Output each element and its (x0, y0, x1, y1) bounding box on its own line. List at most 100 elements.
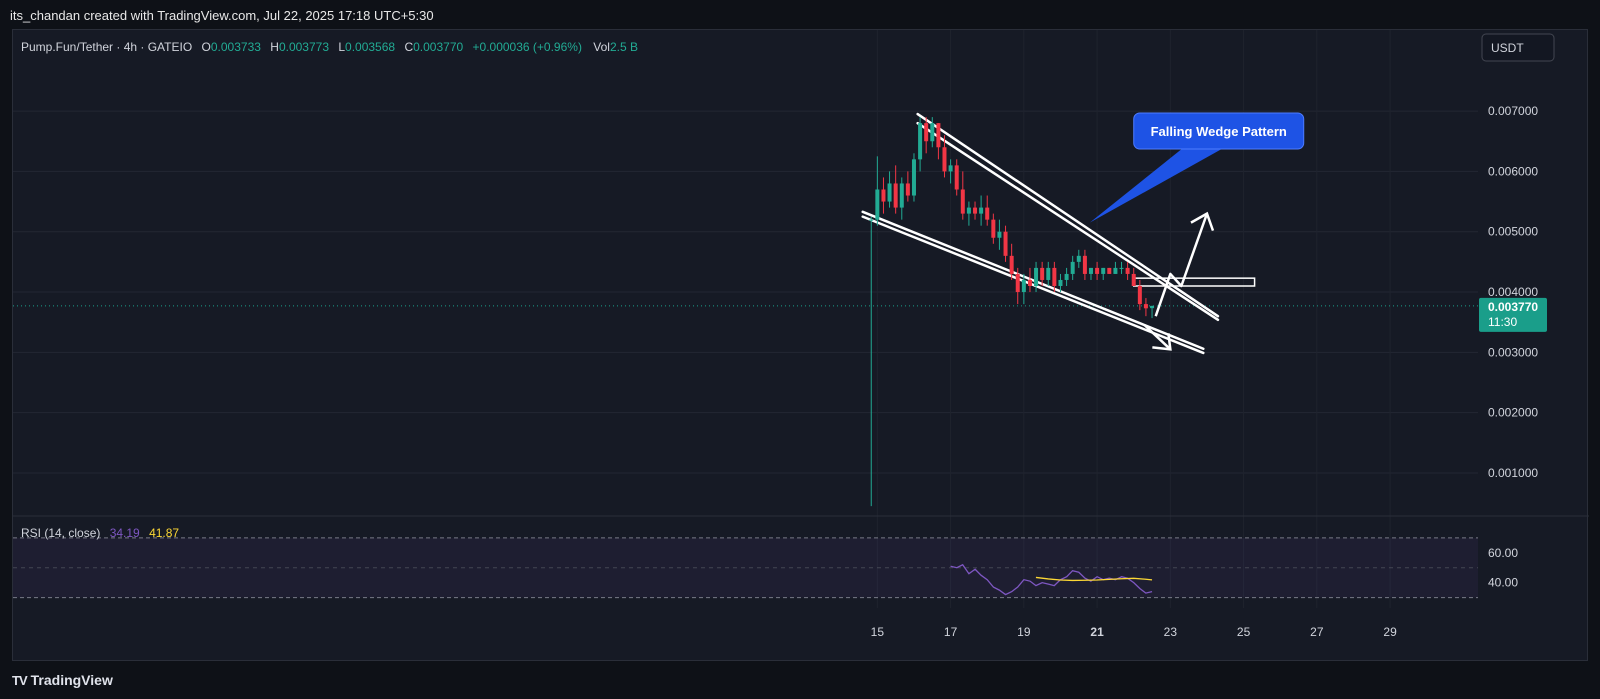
rsi-label: RSI (14, close) (21, 526, 100, 540)
price-tick-label: 0.003000 (1488, 345, 1538, 359)
wedge-trendline (861, 210, 1205, 350)
rsi-pane (13, 537, 1478, 599)
time-tick-label: 15 (871, 625, 885, 639)
legend-volume-label: Vol (593, 40, 610, 54)
candle-body (979, 207, 984, 214)
price-tick-label: 0.007000 (1488, 104, 1538, 118)
legend-low-label: L (338, 40, 345, 54)
candle-body (1143, 304, 1148, 309)
candle-body (985, 207, 990, 220)
last-price-label: 0.003770 11:30 (1479, 297, 1547, 332)
footer-brand[interactable]: TV TradingView (12, 672, 113, 688)
currency-button-label[interactable]: USDT (1491, 41, 1524, 55)
time-tick-label: 25 (1237, 625, 1251, 639)
candle-body (973, 207, 978, 214)
candle-body (875, 189, 880, 220)
footer-brand-name[interactable]: TradingView (30, 672, 113, 688)
candle-body (1131, 273, 1136, 286)
candle-body (948, 165, 953, 172)
last-price-badge (1479, 297, 1547, 332)
time-tick-label: 19 (1017, 625, 1031, 639)
candle-body (1150, 305, 1155, 309)
legend-close-value: 0.003770 (413, 40, 463, 54)
rsi-line (950, 563, 1153, 596)
candle-body (1064, 273, 1069, 280)
candle-body (1082, 255, 1087, 274)
legend-change: +0.000036 (+0.96%) (473, 40, 582, 54)
resistance-box (1132, 277, 1256, 287)
time-axis: 15 17 19 21 23 25 27 29 (871, 625, 1397, 639)
candle-body (1088, 267, 1093, 274)
candle-body (1040, 267, 1045, 280)
candle-body (899, 183, 904, 208)
candle-body (918, 123, 923, 160)
candle-body (954, 165, 959, 190)
candle-body (1076, 255, 1081, 262)
legend-low-value: 0.003568 (345, 40, 395, 54)
price-tick-label: 0.001000 (1488, 466, 1538, 480)
time-tick-label: 27 (1310, 625, 1324, 639)
legend-high-label: H (270, 40, 279, 54)
price-tick-label: 0.005000 (1488, 225, 1538, 239)
callout-box (1133, 112, 1305, 150)
rsi-value: 34.19 (110, 526, 140, 540)
legend-open-value: 0.003733 (211, 40, 261, 54)
price-tick-label: 0.006000 (1488, 164, 1538, 178)
callout-text: Falling Wedge Pattern (1151, 124, 1287, 139)
candle-body (1009, 255, 1014, 274)
rsi-tick-label: 40.00 (1488, 576, 1518, 590)
candle-body (942, 147, 947, 172)
legend-symbol: Pump.Fun/Tether · 4h · GATEIO (21, 40, 192, 54)
candle-body (1125, 267, 1130, 274)
candle-body (1003, 231, 1008, 256)
candle-body (997, 231, 1002, 238)
breakout-arrow (1154, 213, 1209, 317)
falling-wedge-drawing (861, 112, 1256, 355)
candles-layer (869, 117, 1155, 507)
candle-body (1034, 267, 1039, 286)
candle-body (924, 123, 929, 142)
legend-volume-value: 2.5 B (610, 40, 638, 54)
callout-pointer (1089, 149, 1222, 223)
svg-text:Pump.Fun/Tether · 4h · GATEIO: Pump.Fun/Tether · 4h · GATEIO O0.003733 … (21, 40, 638, 54)
candle-body (1046, 267, 1051, 280)
rsi-lines-layer (950, 563, 1153, 596)
candle-body (1058, 279, 1063, 286)
candle-body (991, 219, 996, 238)
candle-body (905, 183, 910, 196)
svg-text:RSI (14, close) 34.19: RSI (14, close) 34.19 41.87 (21, 526, 179, 540)
candle-body (1052, 267, 1057, 286)
legend-close-label: C (404, 40, 413, 54)
price-tick-label: 0.004000 (1488, 285, 1538, 299)
candle-body (911, 159, 916, 196)
price-chart-svg[interactable]: Falling Wedge Pattern 0.0070000.0060000.… (13, 30, 1589, 662)
breakdown-arrow (1143, 324, 1172, 351)
candle-body (881, 189, 886, 202)
time-tick-label: 29 (1383, 625, 1397, 639)
chart-panel[interactable]: Falling Wedge Pattern 0.007000 0.006000 0.… (12, 29, 1589, 662)
candle-body (1027, 279, 1032, 286)
legend-open-label: O (202, 40, 211, 54)
breakout-arrow-head (1190, 211, 1215, 232)
candle-body (869, 219, 874, 221)
candle-body (1137, 286, 1142, 305)
wedge-trendline (861, 215, 1205, 355)
rsi-band-fill (13, 537, 1478, 598)
candle-body (893, 183, 898, 208)
price-axis: 0.007000 0.006000 0.005000 0.004000 0.003000… (1488, 104, 1538, 590)
snapshot-attribution: its_chandan created with TradingView.com… (10, 8, 434, 23)
currency-button[interactable]: USDT (1481, 33, 1555, 62)
rsi-ma-value: 41.87 (149, 526, 179, 540)
last-price-countdown: 11:30 (1488, 315, 1517, 329)
breakdown-arrow-head (1152, 333, 1172, 351)
chart-grid (13, 30, 1589, 608)
candle-body (966, 207, 971, 214)
candle-body (1095, 267, 1100, 274)
last-price-value: 0.003770 (1488, 300, 1538, 314)
candle-body (960, 189, 965, 214)
currency-button-frame[interactable] (1481, 33, 1555, 62)
candle-body (1015, 273, 1020, 293)
candle-body (1021, 279, 1026, 293)
time-tick-label: 17 (944, 625, 958, 639)
